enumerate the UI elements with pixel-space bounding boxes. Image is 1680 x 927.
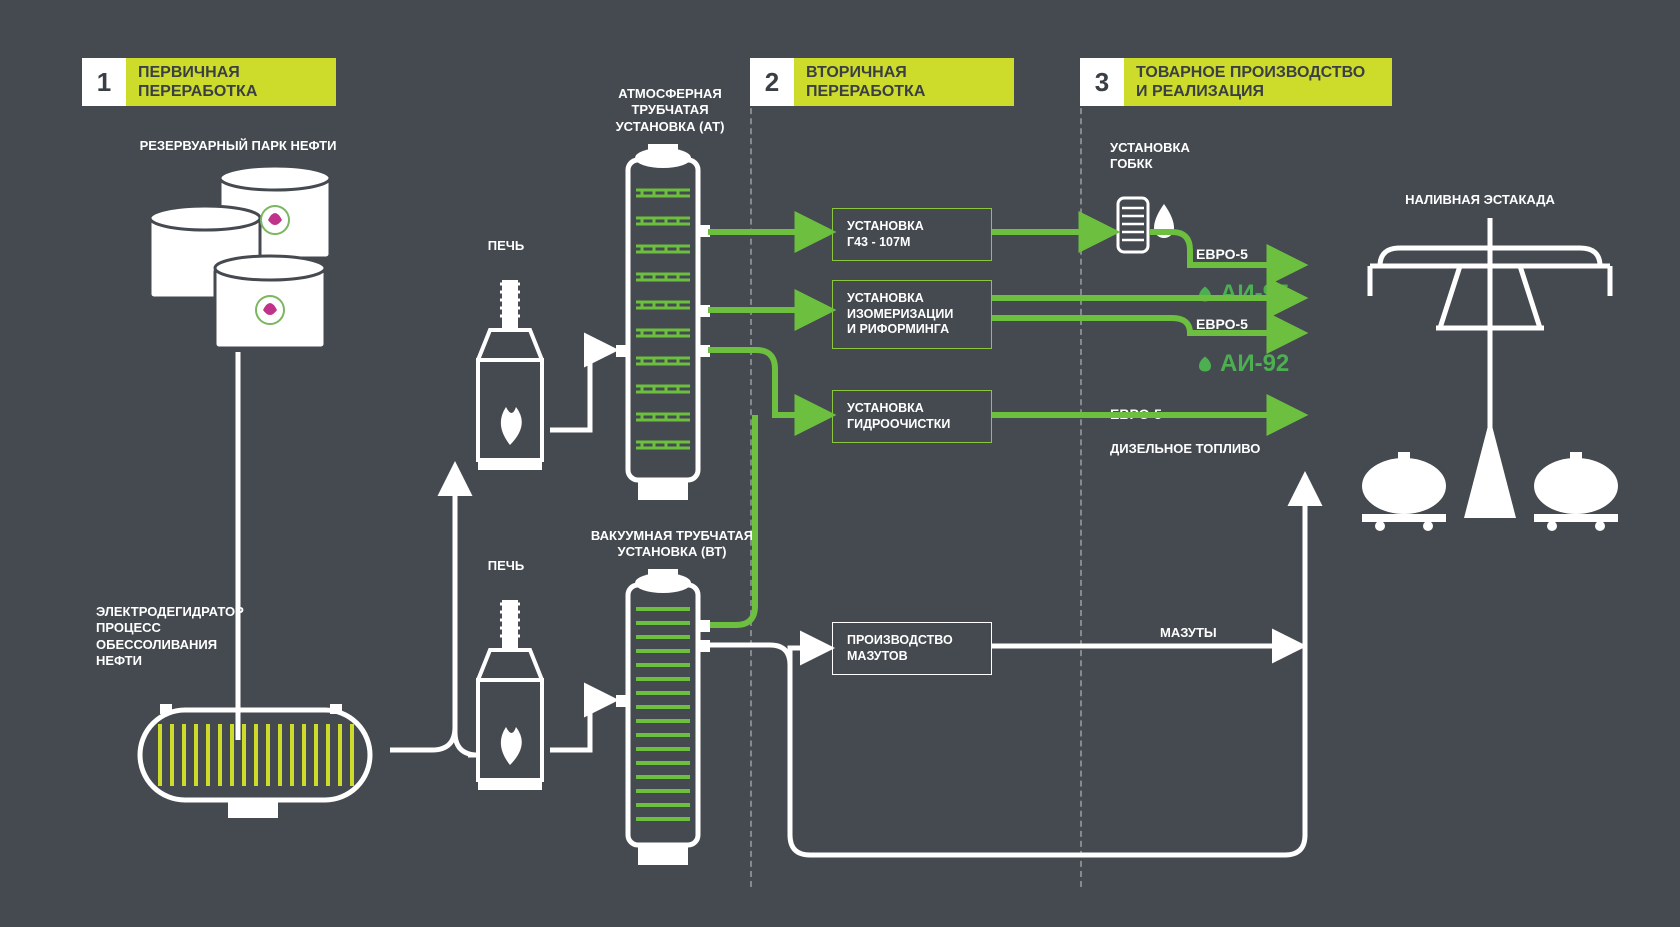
vt-column-label: ВАКУУМНАЯ ТРУБЧАТАЯ УСТАНОВКА (ВТ) [572,528,772,561]
product-ai92: ЕВРО-5 АИ-92 [1196,298,1289,378]
at-column-icon [616,144,710,500]
section-title: ВТОРИЧНАЯ ПЕРЕРАБОТКА [794,58,1014,106]
section-number: 2 [750,58,794,106]
process-box-isomerization: УСТАНОВКА ИЗОМЕРИЗАЦИИ И РИФОРМИНГА [832,280,992,349]
process-box-mazut: ПРОИЗВОДСТВО МАЗУТОВ [832,622,992,675]
process-box-g43: УСТАНОВКА Г43 - 107М [832,208,992,261]
dehydrator-label: ЭЛЕКТРОДЕГИДРАТОР ПРОЦЕСС ОБЕССОЛИВАНИЯ … [96,604,276,669]
reservoir-label: РЕЗЕРВУАРНЫЙ ПАРК НЕФТИ [128,138,348,154]
process-box-hydrotreating: УСТАНОВКА ГИДРООЧИСТКИ [832,390,992,443]
product-euro-label: ЕВРО-5 [1196,316,1289,332]
section-header-2: 2 ВТОРИЧНАЯ ПЕРЕРАБОТКА [750,58,1014,106]
furnace1-label: ПЕЧЬ [476,238,536,254]
furnace2-icon [478,600,542,790]
mazut-output-label: МАЗУТЫ [1160,625,1240,641]
product-euro-label: ЕВРО-5 [1196,246,1289,262]
section-divider-2 [1080,58,1082,887]
section-number: 3 [1080,58,1124,106]
section-divider-1 [750,58,752,887]
product-ai95: ЕВРО-5 АИ-95 [1196,228,1289,308]
product-diesel: ЕВРО-5 ДИЗЕЛЬНОЕ ТОПЛИВО [1110,388,1260,458]
leaf-icon [1196,355,1214,373]
loading-rack-icon [1362,218,1618,531]
gobkk-unit-icon [1118,198,1174,252]
at-column-label: АТМОСФЕРНАЯ ТРУБЧАТАЯ УСТАНОВКА (АТ) [595,86,745,135]
loading-rack-label: НАЛИВНАЯ ЭСТАКАДА [1380,192,1580,208]
product-euro-label: ЕВРО-5 [1110,406,1260,422]
section-title: ТОВАРНОЕ ПРОИЗВОДСТВО И РЕАЛИЗАЦИЯ [1124,58,1392,106]
section-number: 1 [82,58,126,106]
section-header-3: 3 ТОВАРНОЕ ПРОИЗВОДСТВО И РЕАЛИЗАЦИЯ [1080,58,1392,106]
product-grade-label: ДИЗЕЛЬНОЕ ТОПЛИВО [1110,441,1260,456]
furnace2-label: ПЕЧЬ [476,558,536,574]
vt-column-icon [616,569,710,865]
furnace1-icon [478,280,542,470]
reservoir-tanks-icon [150,166,330,348]
product-grade-label: АИ-92 [1196,350,1289,378]
section-title: ПЕРВИЧНАЯ ПЕРЕРАБОТКА [126,58,336,106]
section-header-1: 1 ПЕРВИЧНАЯ ПЕРЕРАБОТКА [82,58,336,106]
gobkk-label: УСТАНОВКА ГОБКК [1110,140,1220,173]
dehydrator-icon [140,704,370,818]
